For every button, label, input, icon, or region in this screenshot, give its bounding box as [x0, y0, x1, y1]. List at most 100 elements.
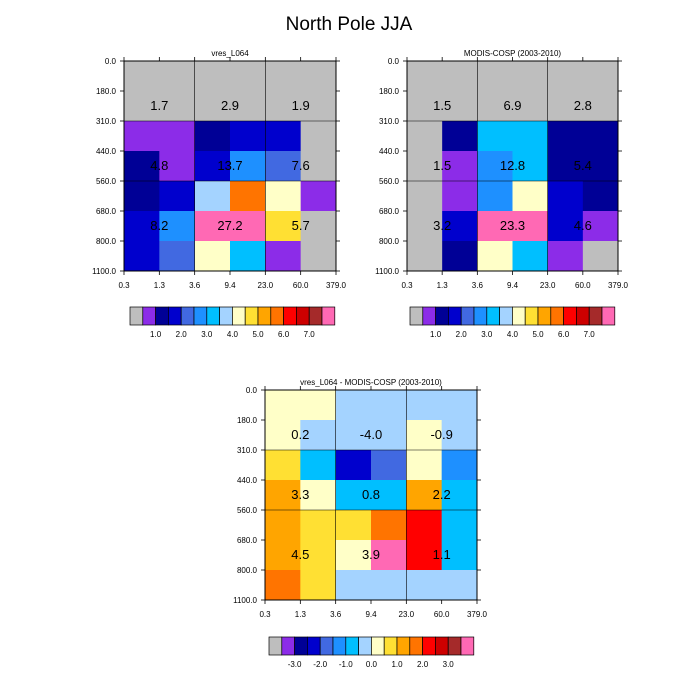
heatmap-cell [300, 510, 337, 541]
colorbar-label: 1.0 [150, 330, 162, 339]
heatmap-cell [441, 570, 478, 601]
colorbar-swatch [383, 636, 398, 656]
colorbar-swatch [332, 636, 347, 656]
data-label: 1.1 [433, 547, 451, 562]
x-tick-label: 9.4 [224, 281, 236, 290]
heatmap-cell [371, 390, 407, 421]
heatmap-cell [547, 241, 584, 272]
colorbar-label: 4.0 [227, 330, 239, 339]
heatmap-cell [124, 91, 160, 122]
colorbar-swatch [296, 306, 310, 326]
heatmap-cell [124, 151, 160, 182]
y-tick-label: 180.0 [96, 87, 117, 96]
x-tick-label: 3.6 [189, 281, 201, 290]
data-label: 5.7 [292, 218, 310, 233]
heatmap-cell [230, 151, 266, 182]
data-label: 12.8 [500, 158, 525, 173]
heatmap-cell [159, 181, 196, 212]
heatmap-cell [582, 151, 619, 182]
x-tick-label: 60.0 [293, 281, 309, 290]
colorbar-label: -1.0 [339, 660, 353, 669]
x-tick-label: 9.4 [507, 281, 519, 290]
colorbar-swatch [193, 306, 208, 326]
data-label: 6.9 [503, 98, 521, 113]
data-label: 1.5 [433, 158, 451, 173]
colorbar-swatch [435, 306, 449, 326]
heatmap-cell [441, 420, 478, 451]
colorbar-swatch [409, 636, 423, 656]
colorbar-swatch [142, 306, 156, 326]
colorbar-swatch [283, 306, 297, 326]
colorbar-swatch [473, 306, 488, 326]
data-label: 7.6 [292, 158, 310, 173]
panel-2: MODIS-COSP (2003-2010) 0.3 1.3 3.6 9.4 23.0 60… [375, 49, 628, 339]
colorbar-swatch [563, 306, 577, 326]
y-tick-label: 800.0 [379, 237, 400, 246]
heatmap-cell [194, 91, 231, 122]
colorbar-swatch [460, 636, 475, 656]
heatmap-cell [300, 121, 337, 152]
heatmap-cell [406, 420, 443, 451]
heatmap-cell [300, 241, 337, 272]
y-tick-label: 1100.0 [92, 267, 116, 276]
heatmap-cell [230, 121, 266, 152]
heatmap-cell [582, 181, 619, 212]
heatmap-cell [300, 91, 337, 122]
heatmap-cell [265, 480, 301, 511]
heatmap-cell [406, 450, 443, 481]
colorbar-label: 5.0 [252, 330, 264, 339]
heatmap-cell [265, 420, 301, 451]
colorbar-swatch [460, 306, 475, 326]
heatmap-cell [335, 450, 372, 481]
heatmap-cell [371, 480, 407, 511]
colorbar-swatch [409, 306, 424, 326]
heatmap-cell [124, 121, 160, 152]
y-tick-label: 180.0 [379, 87, 400, 96]
heatmap-cell [124, 211, 160, 242]
colorbar-swatch [294, 636, 308, 656]
heatmap-cell [265, 91, 302, 122]
colorbar: -3.0 -2.0 -1.0 0.0 1.0 2.0 3.0 [268, 636, 475, 669]
heatmap-cell [441, 390, 478, 421]
data-label: 2.9 [221, 98, 239, 113]
colorbar-swatch [601, 306, 616, 326]
colorbar-swatch [268, 636, 283, 656]
colorbar-swatch [512, 306, 526, 326]
heatmap-cell [547, 151, 584, 182]
heatmap-cell [477, 61, 513, 92]
heatmap-cell [512, 91, 549, 122]
panel-title: MODIS-COSP (2003-2010) [464, 49, 562, 58]
colorbar: 1.0 2.0 3.0 4.0 5.0 6.0 7.0 [129, 306, 336, 339]
y-tick-label: 310.0 [379, 117, 400, 126]
heatmap-cell [300, 420, 337, 451]
data-label: 0.2 [291, 427, 309, 442]
heatmap-cell [265, 540, 301, 571]
colorbar-swatch [499, 306, 513, 326]
colorbar-label: 1.0 [430, 330, 442, 339]
colorbar-swatch [206, 306, 220, 326]
data-label: -4.0 [360, 427, 382, 442]
heatmap-cell [407, 61, 443, 92]
colorbar-swatch [345, 636, 359, 656]
colorbar-swatch [422, 306, 436, 326]
x-tick-label: 23.0 [399, 610, 415, 619]
heatmap-cell [582, 91, 619, 122]
heatmap-cell [124, 61, 160, 92]
data-label: 4.5 [291, 547, 309, 562]
colorbar-swatch [537, 306, 552, 326]
y-tick-label: 440.0 [96, 147, 117, 156]
data-label: 23.3 [500, 218, 525, 233]
colorbar-label: -3.0 [288, 660, 302, 669]
heatmap-cell [407, 91, 443, 122]
colorbar-swatch [308, 306, 323, 326]
colorbar-label: 7.0 [584, 330, 596, 339]
heatmap-cell [512, 151, 549, 182]
colorbar-swatch [232, 306, 246, 326]
heatmap-cell [265, 61, 302, 92]
x-tick-label: 379.0 [608, 281, 629, 290]
heatmap-cell [512, 211, 549, 242]
heatmap-cell [407, 151, 443, 182]
heatmap-cell [300, 151, 337, 182]
heatmap-cell [477, 91, 513, 122]
